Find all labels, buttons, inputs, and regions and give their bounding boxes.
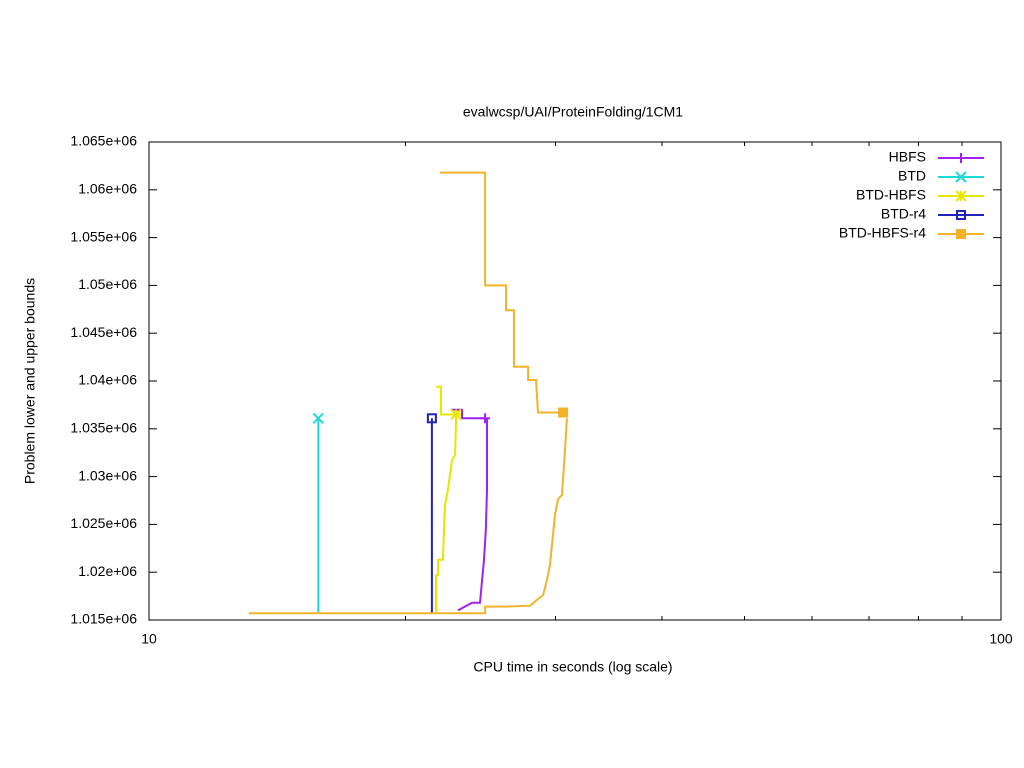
series-line	[248, 171, 568, 615]
marker-stroke	[955, 190, 967, 202]
series-line	[435, 385, 458, 614]
marker	[956, 210, 966, 220]
y-tick-label: 1.02e+06	[78, 563, 137, 579]
y-tick-label: 1.05e+06	[78, 276, 137, 292]
marker-stroke	[955, 171, 967, 183]
marker	[312, 412, 324, 424]
marker	[450, 408, 462, 421]
marker-box	[558, 407, 569, 418]
legend-label: BTD-r4	[881, 206, 926, 222]
legend-label: HBFS	[889, 149, 926, 165]
marker-box	[956, 229, 966, 239]
legend-label: BTD	[898, 168, 926, 184]
marker-stroke	[312, 412, 324, 424]
marker	[955, 171, 967, 183]
marker	[956, 153, 966, 163]
marker	[956, 229, 966, 239]
y-axis-label: Problem lower and upper bounds	[22, 278, 38, 484]
plot-border	[148, 141, 1002, 621]
marker	[480, 413, 491, 424]
y-tick-label: 1.025e+06	[70, 515, 137, 531]
chart-title: evalwcsp/UAI/ProteinFolding/1CM1	[463, 104, 683, 120]
y-tick-label: 1.045e+06	[70, 324, 137, 340]
y-tick-label: 1.015e+06	[70, 611, 137, 627]
legend-label: BTD-HBFS	[856, 187, 926, 203]
y-tick-label: 1.04e+06	[78, 372, 137, 388]
y-tick-label: 1.035e+06	[70, 420, 137, 436]
marker-box	[426, 413, 437, 424]
marker	[426, 413, 437, 424]
marker	[558, 407, 569, 418]
y-tick-label: 1.065e+06	[70, 133, 137, 149]
x-axis-label: CPU time in seconds (log scale)	[473, 659, 672, 675]
marker	[955, 190, 967, 202]
x-tick-label: 10	[141, 631, 157, 647]
x-tick-label: 100	[989, 631, 1013, 647]
y-tick-label: 1.06e+06	[78, 181, 137, 197]
legend-label: BTD-HBFS-r4	[839, 225, 926, 241]
y-tick-label: 1.03e+06	[78, 467, 137, 483]
marker-box	[956, 210, 966, 220]
marker-stroke	[450, 408, 462, 421]
y-tick-label: 1.055e+06	[70, 228, 137, 244]
